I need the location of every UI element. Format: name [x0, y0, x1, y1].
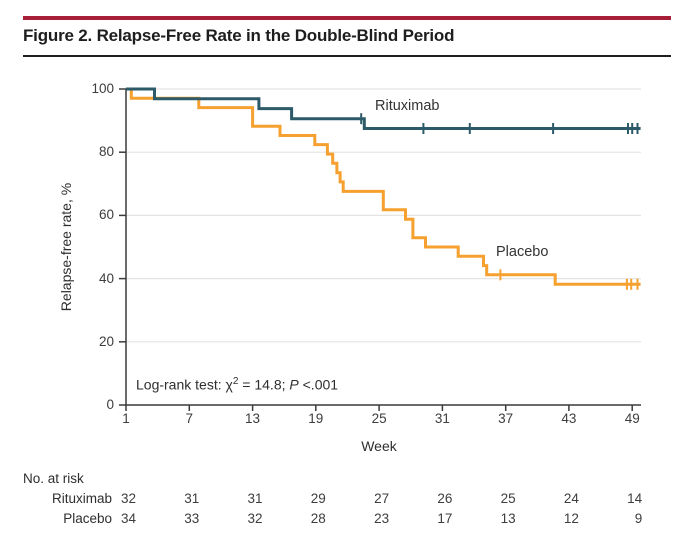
curve-placebo	[126, 87, 641, 286]
title-divider	[23, 55, 671, 57]
figure-title: Figure 2. Relapse-Free Rate in the Doubl…	[23, 26, 455, 45]
top-accent-bar	[23, 16, 671, 20]
curve-rituximab	[126, 87, 641, 130]
